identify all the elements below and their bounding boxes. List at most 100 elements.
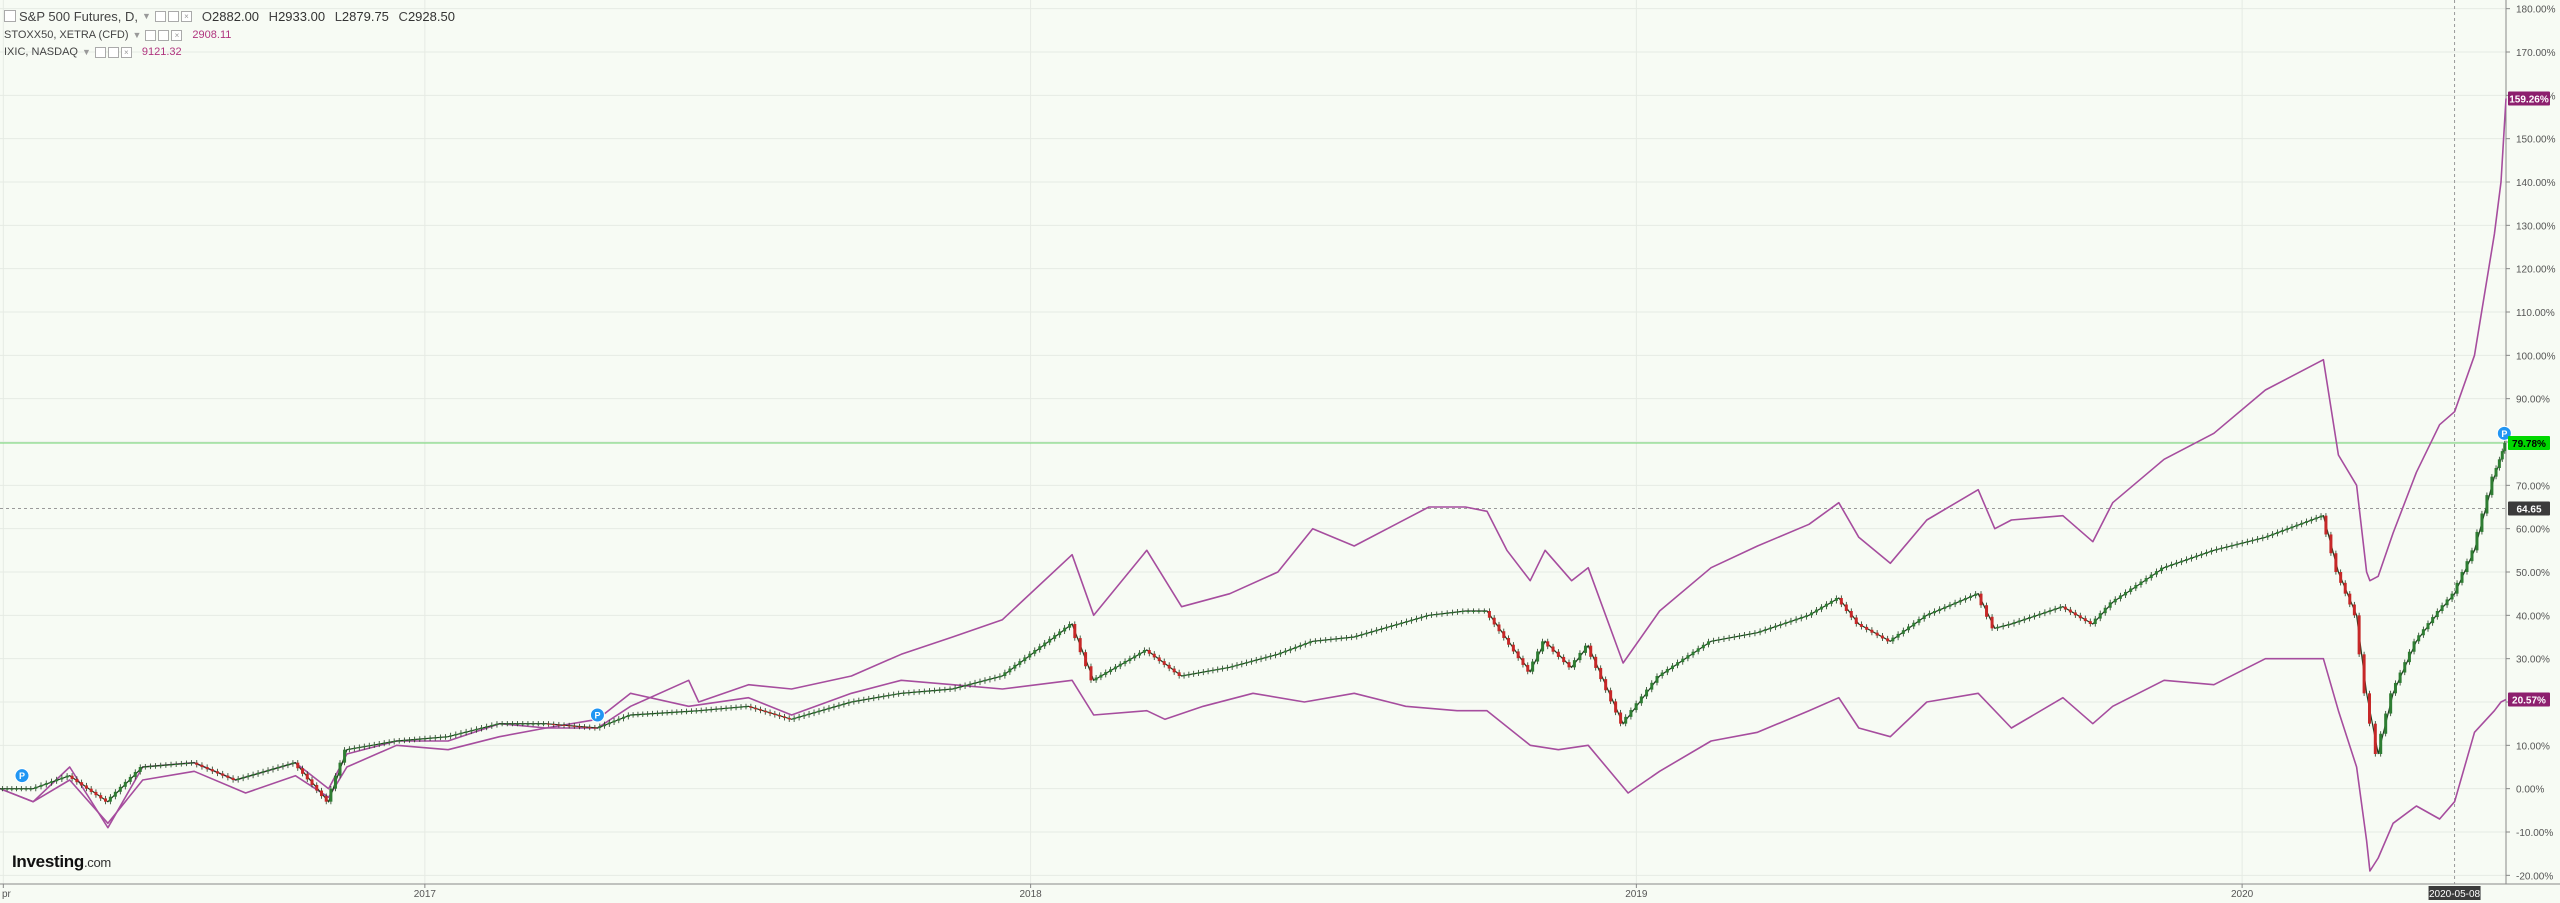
spx-candle[interactable] [993, 677, 997, 679]
spx-candle[interactable] [2250, 539, 2254, 542]
legend-series3-symbol[interactable]: IXIC, NASDAQ [4, 46, 78, 58]
spx-candle[interactable] [1645, 689, 1649, 697]
spx-candle[interactable] [1094, 677, 1098, 681]
spx-candle[interactable] [887, 695, 891, 697]
eye-icon[interactable] [94, 46, 106, 58]
spx-candle[interactable] [1933, 611, 1937, 614]
spx-candle[interactable] [1058, 631, 1062, 636]
spx-candle[interactable] [2245, 541, 2249, 543]
spx-candle[interactable] [1492, 617, 1496, 625]
spx-candle[interactable] [2407, 651, 2411, 663]
spx-candle[interactable] [1604, 679, 1608, 691]
spx-candle[interactable] [734, 707, 738, 709]
spx-candle[interactable] [29, 788, 33, 790]
spx-candle[interactable] [1953, 602, 1957, 605]
spx-candle[interactable] [882, 695, 886, 697]
spx-candle[interactable] [1390, 625, 1394, 627]
spx-candle[interactable] [694, 710, 698, 712]
spx-candle[interactable] [1789, 620, 1793, 623]
spx-candle[interactable] [1298, 645, 1302, 647]
spx-candle[interactable] [983, 679, 987, 682]
spx-candle[interactable] [2190, 557, 2194, 559]
spx-candle[interactable] [372, 744, 376, 746]
spx-candle[interactable] [1665, 669, 1669, 673]
spx-candle[interactable] [1456, 611, 1460, 613]
spx-candle[interactable] [1546, 641, 1550, 647]
spx-candle[interactable] [1849, 611, 1853, 618]
spx-candle[interactable] [449, 735, 453, 737]
spx-candle[interactable] [2103, 607, 2107, 614]
spx-candle[interactable] [1619, 712, 1623, 724]
spx-candle[interactable] [490, 724, 494, 727]
spx-candle[interactable] [2027, 617, 2031, 619]
spx-candle[interactable] [1162, 661, 1166, 665]
chevron-down-icon[interactable]: ▼ [132, 30, 142, 40]
spx-candle[interactable] [1385, 626, 1389, 629]
spx-candle[interactable] [2450, 593, 2454, 600]
spx-candle[interactable] [1360, 634, 1364, 636]
stoxx50-series-line[interactable] [0, 657, 2507, 872]
spx-candle[interactable] [392, 741, 396, 742]
spx-candle[interactable] [617, 718, 621, 721]
spx-candle[interactable] [1938, 608, 1942, 611]
spx-candle[interactable] [291, 762, 295, 765]
spx-candle[interactable] [1829, 600, 1833, 604]
spx-candle[interactable] [44, 783, 48, 785]
spx-candle[interactable] [680, 711, 684, 713]
spx-candle[interactable] [49, 781, 53, 784]
spx-candle[interactable] [2460, 572, 2464, 583]
spx-candle[interactable] [1201, 671, 1205, 673]
spx-candle[interactable] [84, 785, 88, 789]
spx-candle[interactable] [1686, 655, 1690, 659]
spx-candle[interactable] [1948, 604, 1952, 607]
spx-candle[interactable] [1073, 624, 1077, 639]
legend-main-symbol[interactable]: S&P 500 Futures, D, [19, 8, 138, 24]
spx-candle[interactable] [2384, 713, 2388, 734]
spx-candle[interactable] [1536, 651, 1540, 662]
spx-candle[interactable] [2129, 588, 2133, 592]
spx-candle[interactable] [2001, 625, 2005, 627]
spx-candle[interactable] [778, 715, 782, 717]
eye-icon[interactable] [145, 29, 157, 41]
spx-candle[interactable] [802, 715, 806, 717]
spx-candle[interactable] [397, 740, 401, 742]
spx-candle[interactable] [2209, 550, 2213, 553]
spx-candle[interactable] [143, 766, 147, 768]
spx-candle[interactable] [418, 738, 422, 740]
spx-candle[interactable] [15, 788, 19, 790]
spx-candle[interactable] [2048, 610, 2052, 612]
spx-candle[interactable] [2352, 604, 2356, 616]
spx-candle[interactable] [922, 691, 926, 693]
spx-candle[interactable] [1979, 593, 1983, 606]
spx-candle[interactable] [1048, 638, 1052, 643]
spx-candle[interactable] [2497, 459, 2501, 468]
spx-candle[interactable] [1269, 655, 1273, 657]
spx-candle[interactable] [2426, 623, 2430, 630]
spx-candle[interactable] [1147, 650, 1151, 654]
spx-candle[interactable] [1123, 661, 1127, 664]
spx-candle[interactable] [1461, 611, 1465, 612]
spx-candle[interactable] [2329, 534, 2333, 554]
spx-candle[interactable] [413, 739, 417, 741]
spx-candle[interactable] [1206, 670, 1210, 672]
spx-candle[interactable] [2088, 621, 2092, 624]
spx-candle[interactable] [271, 768, 275, 770]
spx-candle[interactable] [362, 746, 366, 748]
spx-candle[interactable] [1521, 658, 1525, 665]
spx-candle[interactable] [837, 704, 841, 707]
spx-candle[interactable] [0, 788, 4, 790]
spx-candle[interactable] [1875, 632, 1879, 636]
spx-candle[interactable] [1696, 648, 1700, 652]
spx-candle[interactable] [1743, 634, 1747, 636]
spx-candle[interactable] [2154, 571, 2158, 575]
spx-candle[interactable] [1152, 653, 1156, 658]
spx-candle[interactable] [622, 716, 626, 719]
spx-candle[interactable] [89, 788, 93, 792]
spx-candle[interactable] [714, 708, 718, 710]
spx-candle[interactable] [1531, 661, 1535, 672]
spx-candle[interactable] [256, 772, 260, 775]
spx-candle[interactable] [2098, 613, 2102, 619]
spx-candle[interactable] [1706, 641, 1710, 645]
spx-candle[interactable] [1235, 664, 1239, 667]
spx-candle[interactable] [205, 767, 209, 770]
